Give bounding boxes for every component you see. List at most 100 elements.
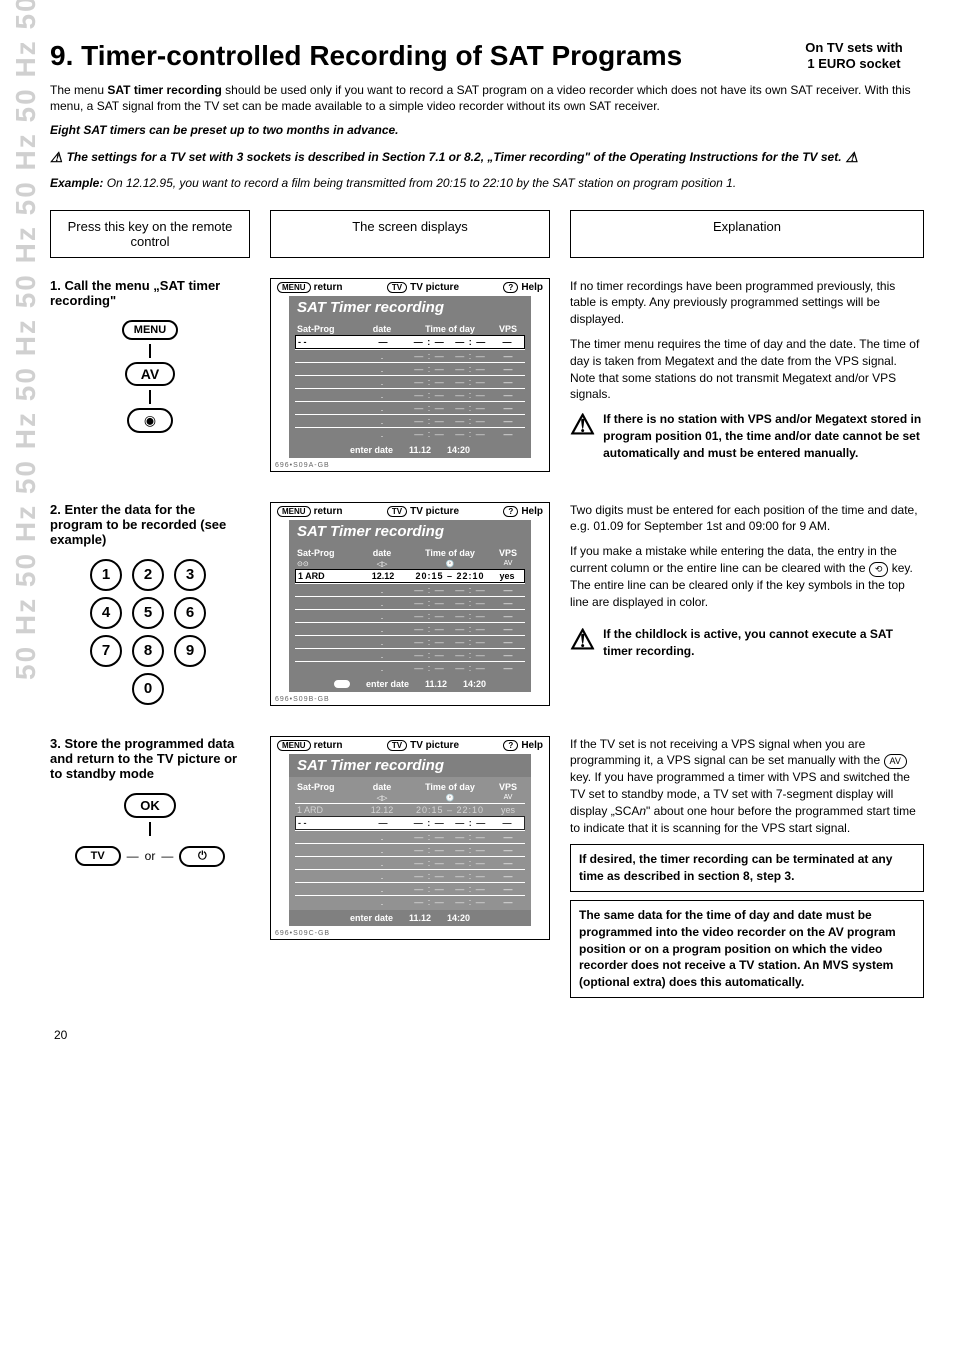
exp1-p2: The timer menu requires the time of day … bbox=[570, 336, 924, 403]
title-row: 9. Timer-controlled Recording of SAT Pro… bbox=[50, 40, 924, 72]
screen-top-row: MENU return TV TV picture ? Help bbox=[271, 737, 549, 754]
screen-top-row: MENU return TV TV picture ? Help bbox=[271, 503, 549, 520]
warning-triangle-icon: ⚠ bbox=[570, 626, 595, 660]
help-label: Help bbox=[521, 506, 543, 517]
numkey-6[interactable]: 6 bbox=[174, 597, 206, 629]
th-date: date bbox=[357, 782, 407, 792]
screen-bottom: enter date 11.12 14:20 bbox=[289, 442, 531, 458]
menu-key-icon: MENU bbox=[277, 282, 311, 293]
table-row bbox=[295, 583, 525, 596]
cell-vps: yes bbox=[493, 805, 523, 815]
numkey-1[interactable]: 1 bbox=[90, 559, 122, 591]
return-label: return bbox=[314, 506, 343, 517]
exp2-p2a: If you make a mistake while entering the… bbox=[570, 544, 897, 575]
table-row bbox=[295, 401, 525, 414]
help-label: Help bbox=[521, 740, 543, 751]
record-button[interactable]: ◉ bbox=[127, 408, 173, 433]
screen-table: Sat-Prog date Time of day VPS bbox=[289, 319, 531, 442]
screen-help: ? Help bbox=[503, 740, 543, 751]
exp3-p1: If the TV set is not receiving a VPS sig… bbox=[570, 736, 924, 837]
screen-tv-picture: TV TV picture bbox=[387, 740, 459, 751]
date-icon: ◁▷ bbox=[357, 794, 407, 802]
av-button[interactable]: AV bbox=[125, 362, 175, 386]
exp1-warning: ⚠ If there is no station with VPS and/or… bbox=[570, 411, 924, 461]
th-vps: VPS bbox=[493, 324, 523, 334]
tv-picture-label: TV picture bbox=[410, 506, 459, 517]
table-row bbox=[295, 335, 525, 349]
power-button[interactable]: ⏻ bbox=[179, 846, 225, 867]
cell-vps: yes bbox=[492, 571, 522, 581]
table-row bbox=[295, 635, 525, 648]
return-label: return bbox=[314, 740, 343, 751]
title-right-l2: 1 EURO socket bbox=[784, 56, 924, 72]
table-header: Sat-Prog date Time of day VPS bbox=[295, 781, 525, 793]
table-header: Sat-Prog date Time of day VPS bbox=[295, 323, 525, 335]
numkey-5[interactable]: 5 bbox=[132, 597, 164, 629]
help-key-icon: ? bbox=[503, 282, 518, 293]
menu-key-icon: MENU bbox=[277, 506, 311, 517]
screen-bottom: enter date 11.12 14:20 bbox=[289, 910, 531, 926]
exp1-p1: If no timer recordings have been program… bbox=[570, 278, 924, 328]
table-row bbox=[295, 388, 525, 401]
numkey-9[interactable]: 9 bbox=[174, 635, 206, 667]
screen-help: ? Help bbox=[503, 506, 543, 517]
av-key-icon: AV bbox=[884, 754, 907, 769]
numkey-2[interactable]: 2 bbox=[132, 559, 164, 591]
intro-emphasis: Eight SAT timers can be preset up to two… bbox=[50, 122, 924, 138]
header-col-screen: The screen displays bbox=[270, 210, 550, 258]
exp2-p1: Two digits must be entered for each posi… bbox=[570, 502, 924, 536]
exp2-p2: If you make a mistake while entering the… bbox=[570, 543, 924, 610]
screen-title: SAT Timer recording bbox=[289, 520, 531, 543]
date-icon: ◁▷ bbox=[357, 560, 407, 568]
screen-return: MENU return bbox=[277, 282, 342, 293]
ok-button[interactable]: OK bbox=[124, 793, 176, 818]
step-2: 2. Enter the data for the program to be … bbox=[50, 502, 924, 706]
bottom-time: 14:20 bbox=[447, 913, 470, 923]
step3-col1: 3. Store the programmed data and return … bbox=[50, 736, 250, 867]
tv-key-icon: TV bbox=[387, 506, 407, 517]
screen-top-row: MENU return TV TV picture ? Help bbox=[271, 279, 549, 296]
screen-tv-picture: TV TV picture bbox=[387, 506, 459, 517]
table-row bbox=[295, 375, 525, 388]
numkey-3[interactable]: 3 bbox=[174, 559, 206, 591]
title-right-l1: On TV sets with bbox=[784, 40, 924, 56]
cell-time: 20:15 – 22:10 bbox=[407, 805, 493, 815]
step-3: 3. Store the programmed data and return … bbox=[50, 736, 924, 998]
icon-header: ◁▷ 🕐 AV bbox=[295, 793, 525, 803]
header-col-explanation: Explanation bbox=[570, 210, 924, 258]
step2-screen: MENU return TV TV picture ? Help SAT Tim… bbox=[270, 502, 550, 706]
exp2-warning: ⚠ If the childlock is active, you cannot… bbox=[570, 626, 924, 660]
return-label: return bbox=[314, 282, 343, 293]
table-row bbox=[295, 830, 525, 843]
numkey-4[interactable]: 4 bbox=[90, 597, 122, 629]
table-header: Sat-Prog date Time of day VPS bbox=[295, 547, 525, 559]
or-text: or bbox=[145, 849, 156, 863]
number-pad: 1 2 3 4 5 6 7 8 9 0 bbox=[50, 559, 250, 705]
cell-prog: 1 ARD bbox=[297, 805, 357, 815]
numkey-0[interactable]: 0 bbox=[132, 673, 164, 705]
screen-return: MENU return bbox=[277, 506, 342, 517]
warning-triangle-icon: ⚠ bbox=[570, 411, 595, 461]
bottom-date: 11.12 bbox=[409, 913, 431, 923]
numkey-8[interactable]: 8 bbox=[132, 635, 164, 667]
table-row bbox=[295, 843, 525, 856]
table-row bbox=[295, 622, 525, 635]
column-headers: Press this key on the remote control The… bbox=[50, 210, 924, 258]
screen-tv-picture: TV TV picture bbox=[387, 282, 459, 293]
step1-screen: MENU return TV TV picture ? Help SAT Tim… bbox=[270, 278, 550, 472]
connector-line bbox=[149, 822, 151, 836]
tv-button[interactable]: TV bbox=[75, 846, 121, 866]
prog-icon: ⊙⊙ bbox=[297, 560, 357, 568]
menu-button[interactable]: MENU bbox=[122, 320, 178, 340]
table-row-filled: 1 ARD 12.12 20:15 – 22:10 yes bbox=[295, 803, 525, 816]
screen-help: ? Help bbox=[503, 282, 543, 293]
step1-title: 1. Call the menu „SAT timer recording" bbox=[50, 278, 250, 308]
page-title: 9. Timer-controlled Recording of SAT Pro… bbox=[50, 40, 682, 72]
numkey-7[interactable]: 7 bbox=[90, 635, 122, 667]
screen-display-2: MENU return TV TV picture ? Help SAT Tim… bbox=[270, 502, 550, 706]
screen-display-1: MENU return TV TV picture ? Help SAT Tim… bbox=[270, 278, 550, 472]
screen-table: Sat-Prog date Time of day VPS ◁▷ 🕐 AV bbox=[289, 777, 531, 910]
screen-title: SAT Timer recording bbox=[289, 754, 531, 777]
th-date: date bbox=[357, 548, 407, 558]
sidebar-vertical-text: 50 Hz 50 Hz 50 Hz 50 Hz 50 Hz 50 Hz 50 H… bbox=[10, 0, 42, 680]
